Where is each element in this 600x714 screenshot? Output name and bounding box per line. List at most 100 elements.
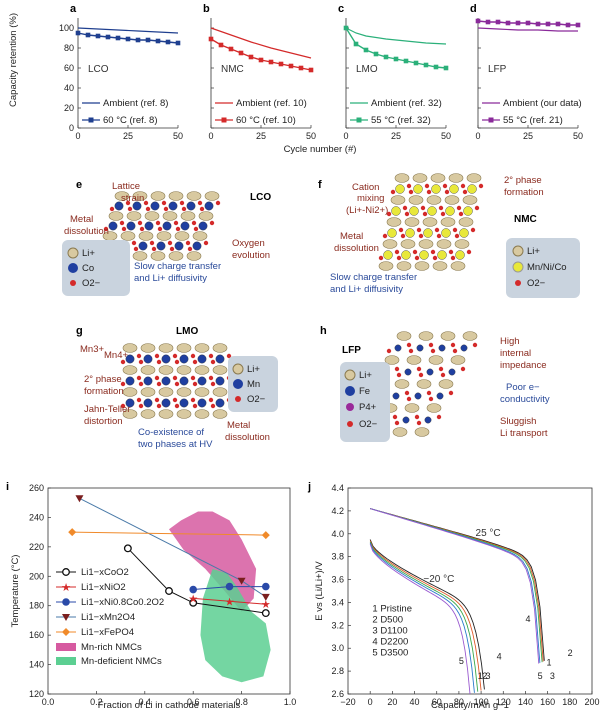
oxygen-atom (404, 390, 410, 396)
metal-atom (197, 354, 207, 364)
li-atom (108, 211, 124, 221)
metal-atom (409, 206, 419, 216)
temp-label-25: 25 °C (476, 528, 501, 539)
y-tick-label: 20 (64, 103, 74, 113)
li-atom (186, 251, 202, 261)
li-atom (114, 191, 130, 201)
y-tick-label: 60 (64, 63, 74, 73)
li-atom (438, 379, 454, 389)
legend-box-f (506, 238, 580, 298)
li-atom (212, 365, 228, 375)
legend-label: Li1−xCoO2 (81, 567, 129, 578)
x-tick-label: 0.0 (42, 697, 55, 707)
oxygen-atom (412, 249, 418, 255)
x-tick-label: 120 (496, 697, 511, 707)
x-tick-label: 0 (75, 131, 80, 141)
panel-letter-g: g (76, 325, 83, 337)
data-point (485, 19, 491, 25)
oxygen-atom (450, 255, 456, 261)
li-atom (392, 427, 408, 437)
y-axis-label: E vs (Li/Li+)/V (314, 561, 325, 621)
metal-atom (401, 250, 411, 260)
oxygen-atom (406, 396, 412, 402)
y-tick-label: 3.0 (331, 643, 344, 653)
key-o-h: O2− (359, 419, 378, 430)
li-atom (454, 239, 470, 249)
oxygen-atom (470, 227, 476, 233)
ann-formation-g: formation (84, 386, 124, 397)
li-atom (168, 191, 184, 201)
oxygen-atom (215, 200, 221, 206)
oxygen-atom (191, 220, 197, 226)
li-atom (458, 217, 474, 227)
ann-2phase-g: 2° phase (84, 374, 122, 385)
data-point (403, 58, 409, 64)
legend-label: 5 D3500 (372, 648, 408, 659)
nmc-title: NMC (514, 214, 537, 225)
metal-atom (179, 376, 189, 386)
data-point (165, 587, 173, 595)
data-point (505, 20, 511, 26)
li-atom (390, 195, 406, 205)
ann-metal-g: Metal (227, 420, 250, 431)
data-point (95, 33, 101, 39)
li-atom (404, 403, 420, 413)
legend-hot: 60 °C (ref. 8) (103, 115, 157, 126)
x-tick-label: 60 (432, 697, 442, 707)
metal-atom (460, 344, 468, 352)
ann-diff-f: and Li+ diffusivity (330, 284, 403, 295)
metal-atom (391, 206, 401, 216)
oxygen-atom (172, 397, 178, 403)
oxygen-atom (396, 255, 402, 261)
li-atom (176, 409, 192, 419)
metal-atom (179, 354, 189, 364)
li-atom (140, 409, 156, 419)
ann-cation: Cation (352, 182, 379, 193)
metal-atom (162, 221, 172, 231)
li-atom (450, 261, 466, 271)
oxygen-atom (416, 227, 422, 233)
li-atom (396, 331, 412, 341)
oxygen-atom (436, 414, 442, 420)
metal-atom (395, 184, 405, 194)
legend-swatch-mn-rich (56, 643, 76, 651)
ann-li-transport: Li transport (500, 428, 548, 439)
oxygen-atom (136, 353, 142, 359)
x-tick-label: 50 (306, 131, 316, 141)
li-atom (440, 331, 456, 341)
metal-atom (427, 206, 437, 216)
schematic-lmo: g LMO Mn3+ Mn4+ 2° phase formation Jahn-… (76, 325, 278, 450)
y-tick-label: 2.6 (331, 689, 344, 699)
oxygen-atom (136, 375, 142, 381)
oxygen-atom (418, 233, 424, 239)
data-point (261, 609, 270, 618)
ann-mixing: mixing (357, 193, 384, 204)
metal-atom (387, 228, 397, 238)
legend-label: 2 D500 (372, 615, 403, 626)
oxygen-atom (172, 353, 178, 359)
curve-number: 3 (550, 671, 555, 681)
oxygen-atom (163, 206, 169, 212)
metal-atom (455, 250, 465, 260)
legend-marker: ★ (61, 582, 71, 594)
li-atom (132, 191, 148, 201)
oxygen-atom (394, 366, 400, 372)
oxygen-atom (208, 353, 214, 359)
li-atom (120, 231, 136, 241)
data-point (238, 50, 244, 56)
li-atom (140, 365, 156, 375)
oxygen-atom (210, 403, 216, 409)
oxygen-atom (454, 233, 460, 239)
data-point (278, 61, 284, 67)
y-tick-label: 260 (29, 483, 44, 493)
metal-atom (144, 221, 154, 231)
oxygen-atom (175, 226, 181, 232)
oxygen-atom (422, 211, 428, 217)
li-atom (386, 217, 402, 227)
metal-atom (405, 228, 415, 238)
oxygen-atom (386, 211, 392, 217)
oxygen-atom (432, 255, 438, 261)
metal-atom (197, 398, 207, 408)
li-atom (162, 211, 178, 221)
ann-formation: formation (504, 187, 544, 198)
